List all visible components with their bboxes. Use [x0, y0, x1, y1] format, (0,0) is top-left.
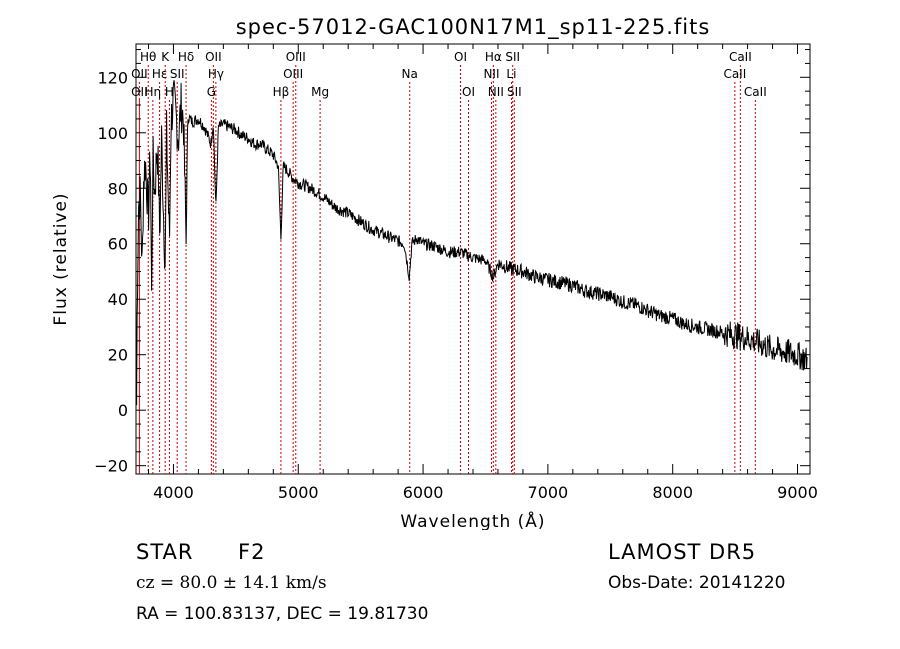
x-tick-label: 4000	[153, 483, 194, 502]
x-tick-label: 9000	[777, 483, 818, 502]
line-label: Hε	[152, 67, 168, 81]
line-label: OIII	[283, 67, 303, 81]
y-axis-label: Flux (relative)	[51, 192, 71, 325]
line-label: Hα	[485, 50, 502, 64]
line-label: OII	[131, 85, 148, 99]
line-label: K	[161, 50, 170, 64]
line-label: OII	[131, 67, 148, 81]
line-label: Mg	[311, 85, 329, 99]
line-label: OIII	[286, 50, 306, 64]
line-label: Hθ	[140, 50, 156, 64]
line-label: NII	[488, 85, 504, 99]
x-tick-label: 7000	[528, 483, 569, 502]
line-label: OI	[462, 85, 475, 99]
line-label: SII	[507, 85, 522, 99]
line-label: OII	[205, 50, 222, 64]
line-label: Na	[402, 67, 418, 81]
y-tick-label: −20	[94, 457, 128, 476]
line-label: NII	[483, 67, 499, 81]
line-label: Hδ	[178, 50, 194, 64]
chart-title: spec-57012-GAC100N17M1_sp11-225.fits	[236, 15, 711, 40]
line-label: H	[165, 85, 174, 99]
spectrum-plot: spec-57012-GAC100N17M1_sp11-225.fits Hθ K…	[51, 15, 818, 530]
y-axis: −20 0 20 40 60 80 100 120	[94, 49, 810, 476]
line-label: SII	[505, 50, 520, 64]
obs-date: Obs-Date: 20141220	[608, 573, 786, 593]
line-label: CaII	[729, 50, 752, 64]
y-tick-label: 0	[118, 401, 128, 420]
x-tick-label: 8000	[652, 483, 693, 502]
y-tick-label: 120	[97, 68, 128, 87]
velocity-readout: cz = 80.0 ± 14.1 km/s	[136, 573, 327, 593]
object-class: STAR	[136, 540, 194, 564]
survey-name: LAMOST DR5	[608, 540, 757, 564]
y-tick-label: 40	[108, 290, 128, 309]
y-tick-label: 100	[97, 124, 128, 143]
x-axis-label: Wavelength (Å)	[400, 510, 545, 530]
x-tick-label: 6000	[403, 483, 444, 502]
x-tick-label: 5000	[278, 483, 319, 502]
y-tick-label: 20	[108, 346, 128, 365]
line-label: Hγ	[208, 67, 224, 81]
line-label: G	[207, 85, 216, 99]
x-axis: 4000 5000 6000 7000 8000 9000	[147, 44, 818, 502]
line-label: SII	[170, 67, 185, 81]
line-label: OI	[454, 50, 467, 64]
y-tick-label: 80	[108, 179, 128, 198]
line-label: Hη	[145, 85, 162, 99]
line-label: Li	[506, 67, 516, 81]
line-label: Hβ	[273, 85, 290, 99]
coordinates-readout: RA = 100.83137, DEC = 19.81730	[136, 604, 429, 624]
y-tick-label: 60	[108, 235, 128, 254]
spectral-subclass: F2	[238, 540, 266, 564]
spectrum-line	[136, 80, 808, 406]
line-label: CaII	[744, 85, 767, 99]
line-label: CaII	[723, 67, 746, 81]
